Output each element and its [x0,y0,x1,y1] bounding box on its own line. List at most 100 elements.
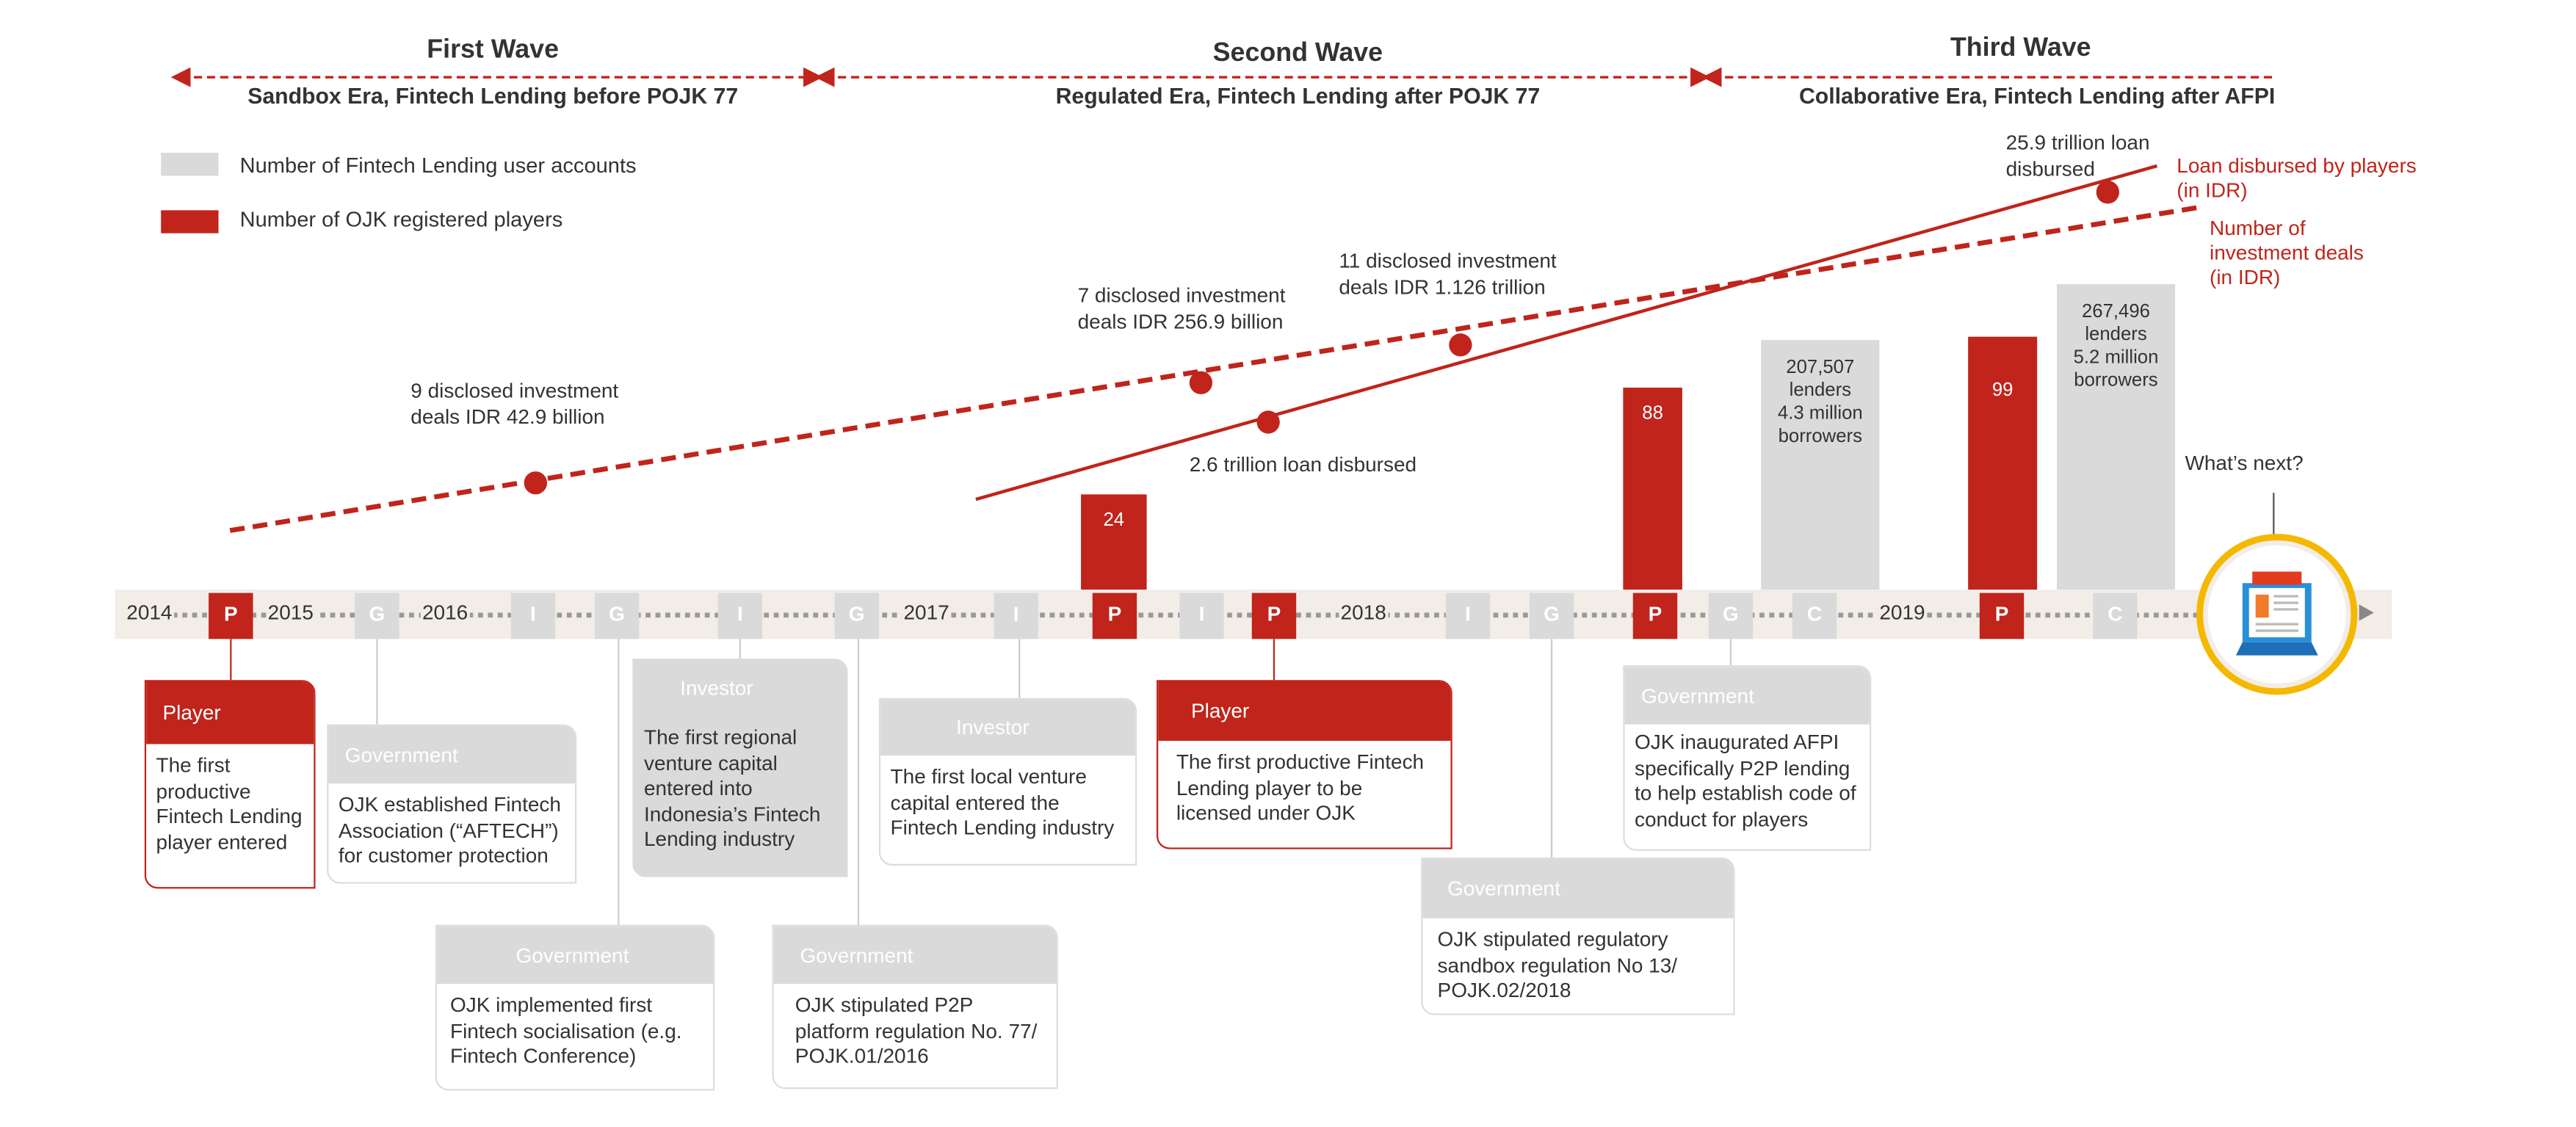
players-bar-2019: 99 [1968,336,2038,590]
legend-players-label: Number of OJK registered players [239,206,563,232]
year-label: 2016 [420,601,470,625]
timeline-marker-investor: I [717,593,763,639]
lenders-label: lenders [2085,325,2147,345]
loan-2017-label: 2.6 trillion loan disbursed [1189,453,1417,476]
timeline-marker-player: P [1251,593,1297,639]
laptop-document-icon [2235,571,2318,656]
deals-series-label: Number of investment deals (in IDR) [2210,217,2364,289]
card-header: Investor [880,700,1135,756]
players-bar-2017: 24 [1081,494,1147,590]
card-connector [230,639,232,681]
first-wave-title: First Wave [427,36,559,65]
card-header: Government [328,725,576,784]
timeline-marker-government: G [1529,593,1574,639]
timeline-marker-player: P [1092,593,1137,639]
event-card-player: Player The first productive Fintech Lend… [1156,680,1452,849]
second-wave-title: Second Wave [1212,39,1383,68]
borrowers-count: 4.3 million [1777,404,1863,424]
timeline-marker-government: G [1708,593,1754,639]
loan-point [1256,410,1280,434]
borrowers-label: borrowers [1778,427,1863,447]
deals-2018-label: 11 disclosed investment deals IDR 1.126 … [1339,250,1557,300]
card-connector [739,639,741,659]
event-card-player: Player The first productive Fintech Lend… [144,680,316,889]
first-wave-subtitle: Sandbox Era, Fintech Lending before POJK… [247,84,739,109]
timeline-dotted-line [131,612,2350,618]
year-label: 2017 [902,601,951,625]
whats-next-label: What’s next? [2185,452,2304,475]
third-wave-title: Third Wave [1950,34,2091,63]
timeline-marker-investor: I [1445,593,1491,639]
deals-2017-label: 7 disclosed investment deals IDR 256.9 b… [1077,284,1286,334]
second-wave-subtitle: Regulated Era, Fintech Lending after POJ… [1055,84,1541,109]
card-text: OJK stipulated P2P platform regulation N… [795,993,1038,1068]
deals-2015-label: 9 disclosed investment deals IDR 42.9 bi… [410,379,619,429]
timeline-marker-consumer: C [1792,593,1837,639]
event-card-investor: Investor The first regional venture capi… [632,659,848,877]
lenders-count: 207,507 [1786,358,1855,378]
card-text: The first productive Fintech Lending pla… [156,753,303,854]
timeline-marker-investor: I [1179,593,1224,639]
card-connector [1729,639,1732,666]
card-header: Player [146,681,314,744]
card-header: Government [773,926,1057,985]
loan-2019-label: 25.9 trillion loan disbursed [2005,131,2150,181]
timeline-marker-consumer: C [2093,593,2138,639]
year-label: 2019 [1878,601,1927,625]
timeline-arrow-icon [2359,604,2374,621]
third-wave-subtitle: Collaborative Era, Fintech Lending after… [1798,84,2276,109]
loan-trend-line [975,164,2158,501]
loan-series-label: Loan disbursed by players (in IDR) [2177,154,2417,203]
lenders-count: 267,496 [2081,302,2151,322]
card-header: Government [1624,667,1870,725]
event-card-investor: Investor The first local venture capital… [878,697,1137,866]
card-header: Government [1422,859,1734,918]
year-label: 2014 [125,601,174,625]
users-bar-2018: 207,507 lenders 4.3 million borrowers [1761,340,1880,590]
deals-point [1449,333,1472,357]
card-connector [618,639,620,925]
card-text: OJK stipulated regulatory sandbox regula… [1437,928,1678,1002]
lenders-label: lenders [1789,381,1852,401]
card-connector [1550,639,1553,858]
legend-users-swatch [161,153,219,176]
event-card-government: Government OJK implemented first Fintech… [435,924,715,1091]
card-text: The first productive Fintech Lending pla… [1176,750,1425,825]
card-connector [1019,639,1021,698]
event-card-government: Government OJK stipulated P2P platform r… [772,924,1058,1090]
card-header: Investor [634,660,847,717]
card-header: Player [1158,681,1451,741]
legend-users-label: Number of Fintech Lending user accounts [239,153,637,178]
loan-point [2096,181,2119,204]
deals-point [1189,371,1213,394]
borrowers-label: borrowers [2074,371,2158,391]
card-connector [376,639,378,725]
event-card-government: Government OJK established Fintech Assoc… [327,724,577,884]
timeline-marker-government: G [834,593,879,639]
card-header: Government [437,926,713,985]
timeline-marker-player: P [1632,593,1678,639]
card-text: The first regional venture capital enter… [643,725,821,851]
card-text: OJK established Fintech Association (“AF… [338,793,562,868]
borrowers-count: 5.2 million [2073,348,2159,369]
timeline-marker-government: G [594,593,640,639]
year-label: 2015 [266,601,316,625]
players-bar-2018: 88 [1623,387,1682,590]
card-text: The first local venture capital entered … [890,765,1115,840]
timeline-marker-investor: I [510,593,556,639]
event-card-government: Government OJK stipulated regulatory san… [1421,857,1735,1015]
timeline-marker-government: G [355,593,399,639]
timeline-marker-player: P [209,593,253,639]
whats-next-circle [2196,534,2358,695]
year-label: 2018 [1339,601,1389,625]
event-card-government: Government OJK inaugurated AFPI specific… [1623,665,1872,851]
card-connector [857,639,860,925]
card-text: OJK implemented first Fintech socialisat… [449,993,682,1068]
timeline-marker-investor: I [994,593,1038,639]
legend-players-swatch [161,210,219,233]
timeline-marker-player: P [1979,593,2025,639]
card-text: OJK inaugurated AFPI specifically P2P le… [1635,731,1856,830]
deals-point [524,471,547,495]
